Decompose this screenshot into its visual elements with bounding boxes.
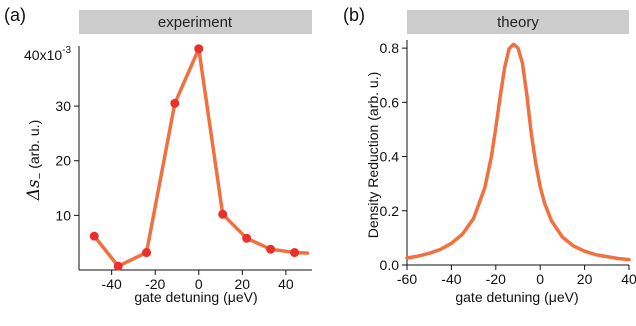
panel-b-x-tick-label: -40	[441, 271, 461, 287]
panel-a-series-line	[92, 46, 310, 268]
panel-b-y-label: Density Reduction (arb. u.)	[365, 72, 381, 239]
panel-b-y-tick-label: 0.4	[380, 149, 400, 165]
panel-a-x-tick-label: -20	[145, 276, 165, 292]
panel-a-x-label: gate detuning (μeV)	[134, 289, 257, 305]
panel-a-data-point	[89, 231, 99, 241]
panel-a-y-multiplier: 40x10-3	[24, 45, 71, 63]
panel-a-x-tick-label: 20	[235, 276, 251, 292]
panel-a: (a) experiment -40 -20 0 20 40 10 20 30 40x10-3…	[4, 5, 312, 305]
panel-a-banner-text: experiment	[158, 14, 233, 31]
panel-b: (b) theory -60 -40 -20 0 20 40 0.0 0.2 0.4 0.6 0.8…	[343, 5, 636, 305]
panel-a-y-label: Δs−(arb. u.)	[24, 120, 46, 201]
panel-a-y-tick-label: 30	[55, 98, 71, 114]
panel-a-data-point	[194, 44, 204, 54]
panel-a-y-tick-label: 20	[55, 153, 71, 169]
panel-b-x-tick-label: -60	[397, 271, 417, 287]
panel-b-series-line	[405, 42, 631, 262]
panel-a-y-tick-label: 10	[55, 207, 71, 223]
panel-a-data-point	[170, 98, 180, 108]
panel-b-x-tick-label: -20	[486, 271, 506, 287]
panel-b-banner	[407, 10, 629, 34]
panel-b-y-tick-label: 0.0	[380, 257, 400, 273]
panel-a-letter: (a)	[4, 5, 26, 25]
panel-b-banner-text: theory	[497, 14, 539, 31]
panel-a-banner	[79, 10, 312, 34]
panel-b-y-tick-label: 0.6	[380, 94, 400, 110]
panel-b-y-tick-label: 0.2	[380, 203, 400, 219]
panel-b-x-label: gate detuning (μeV)	[455, 289, 578, 305]
panel-b-x-tick-label: 0	[536, 271, 544, 287]
panel-a-data-point	[142, 248, 152, 258]
panel-a-x-tick-label: -40	[102, 276, 122, 292]
panel-a-data-point	[218, 209, 228, 219]
panel-a-x-tick-label: 0	[195, 276, 203, 292]
panel-b-letter: (b)	[343, 5, 365, 25]
panel-b-x-tick-label: 40	[621, 271, 636, 287]
panel-a-x-tick-label: 40	[278, 276, 294, 292]
panel-a-data-point	[290, 248, 300, 258]
panel-b-y-tick-label: 0.8	[380, 40, 400, 56]
panel-a-data-point	[266, 244, 276, 254]
panel-a-data-point	[113, 261, 123, 271]
panel-a-data-point	[242, 233, 252, 243]
panel-b-x-tick-label: 20	[577, 271, 593, 287]
